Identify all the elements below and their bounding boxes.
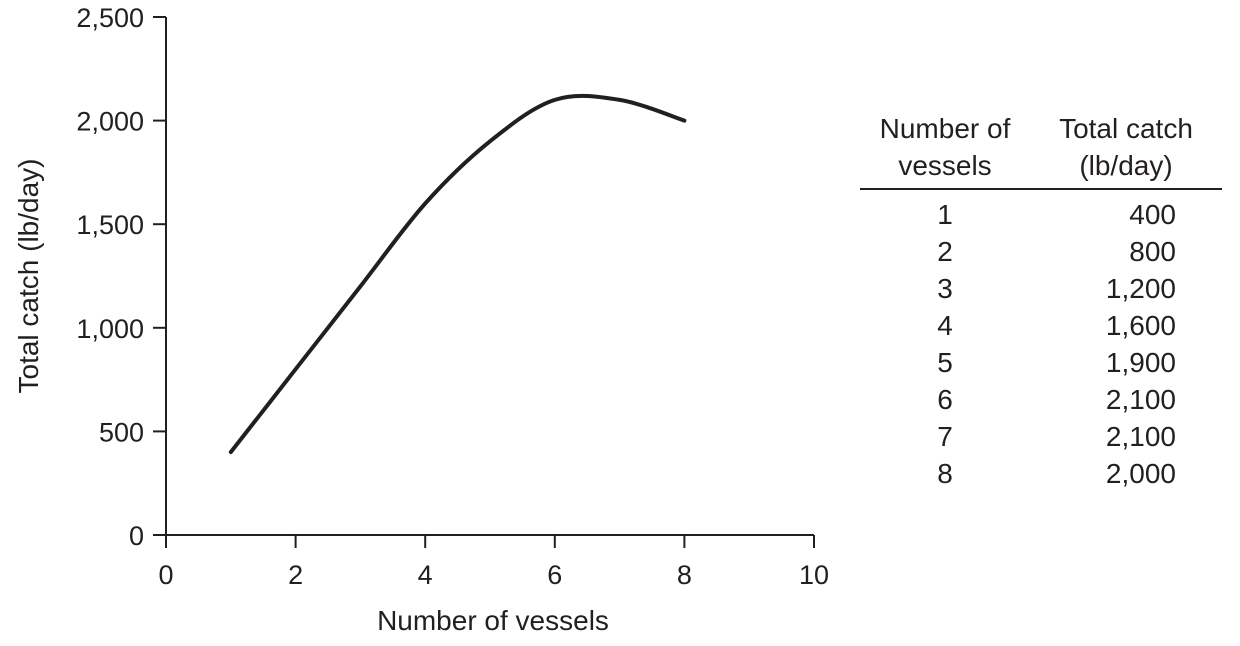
table-cell-catch: 2,100 bbox=[1105, 421, 1176, 452]
table-cell-vessels: 7 bbox=[937, 421, 953, 452]
x-axis-title: Number of vessels bbox=[377, 605, 609, 636]
table-header-row: Number of vessels Total catch (lb/day) bbox=[860, 110, 1222, 190]
table-cell-vessels: 2 bbox=[937, 236, 953, 267]
table-row: 2 800 bbox=[860, 233, 1222, 270]
table-cell-catch: 1,200 bbox=[1105, 273, 1176, 304]
y-tick-label: 2,500 bbox=[76, 3, 144, 33]
table-cell-catch: 2,000 bbox=[1105, 458, 1176, 489]
y-tick-label: 500 bbox=[99, 417, 144, 447]
table-row: 8 2,000 bbox=[860, 455, 1222, 492]
table-cell-vessels: 5 bbox=[937, 347, 953, 378]
table-row: 7 2,100 bbox=[860, 418, 1222, 455]
y-tick-label: 0 bbox=[129, 521, 144, 551]
y-tick-label: 1,000 bbox=[76, 314, 144, 344]
table-cell-vessels: 8 bbox=[937, 458, 953, 489]
table-header-total-catch: Total catch (lb/day) bbox=[1030, 110, 1222, 190]
table-cell-catch: 2,100 bbox=[1105, 384, 1176, 415]
y-tick-label: 2,000 bbox=[76, 107, 144, 137]
table-cell-vessels: 1 bbox=[937, 199, 953, 230]
y-axis-title: Total catch (lb/day) bbox=[13, 159, 44, 394]
table-header-vessels: Number of vessels bbox=[860, 110, 1030, 190]
axis-ticks: 0 2 4 6 8 10 0 500 1,000 1,500 2,000 2,500 bbox=[76, 3, 829, 590]
x-tick-label: 0 bbox=[158, 560, 173, 590]
y-tick-label: 1,500 bbox=[76, 210, 144, 240]
table-row: 5 1,900 bbox=[860, 344, 1222, 381]
table-cell-catch: 800 bbox=[1129, 236, 1176, 267]
table-cell-vessels: 4 bbox=[937, 310, 953, 341]
data-table: Number of vessels Total catch (lb/day) 1… bbox=[860, 110, 1222, 492]
data-table-panel: Number of vessels Total catch (lb/day) 1… bbox=[860, 110, 1222, 492]
table-cell-catch: 1,600 bbox=[1105, 310, 1176, 341]
x-tick-label: 2 bbox=[288, 560, 303, 590]
x-tick-label: 8 bbox=[677, 560, 692, 590]
x-tick-label: 6 bbox=[547, 560, 562, 590]
table-row: 6 2,100 bbox=[860, 381, 1222, 418]
x-tick-label: 10 bbox=[799, 560, 829, 590]
table-cell-catch: 400 bbox=[1129, 199, 1176, 230]
table-cell-vessels: 6 bbox=[937, 384, 953, 415]
table-row: 1 400 bbox=[860, 189, 1222, 233]
x-tick-label: 4 bbox=[418, 560, 433, 590]
series-line-total-catch bbox=[228, 93, 687, 455]
table-row: 4 1,600 bbox=[860, 307, 1222, 344]
line-chart: 0 2 4 6 8 10 0 500 1,000 1,500 2,000 2,500 Number o… bbox=[13, 3, 829, 636]
table-row: 3 1,200 bbox=[860, 270, 1222, 307]
table-cell-catch: 1,900 bbox=[1105, 347, 1176, 378]
table-cell-vessels: 3 bbox=[937, 273, 953, 304]
chart-axes bbox=[165, 17, 814, 536]
